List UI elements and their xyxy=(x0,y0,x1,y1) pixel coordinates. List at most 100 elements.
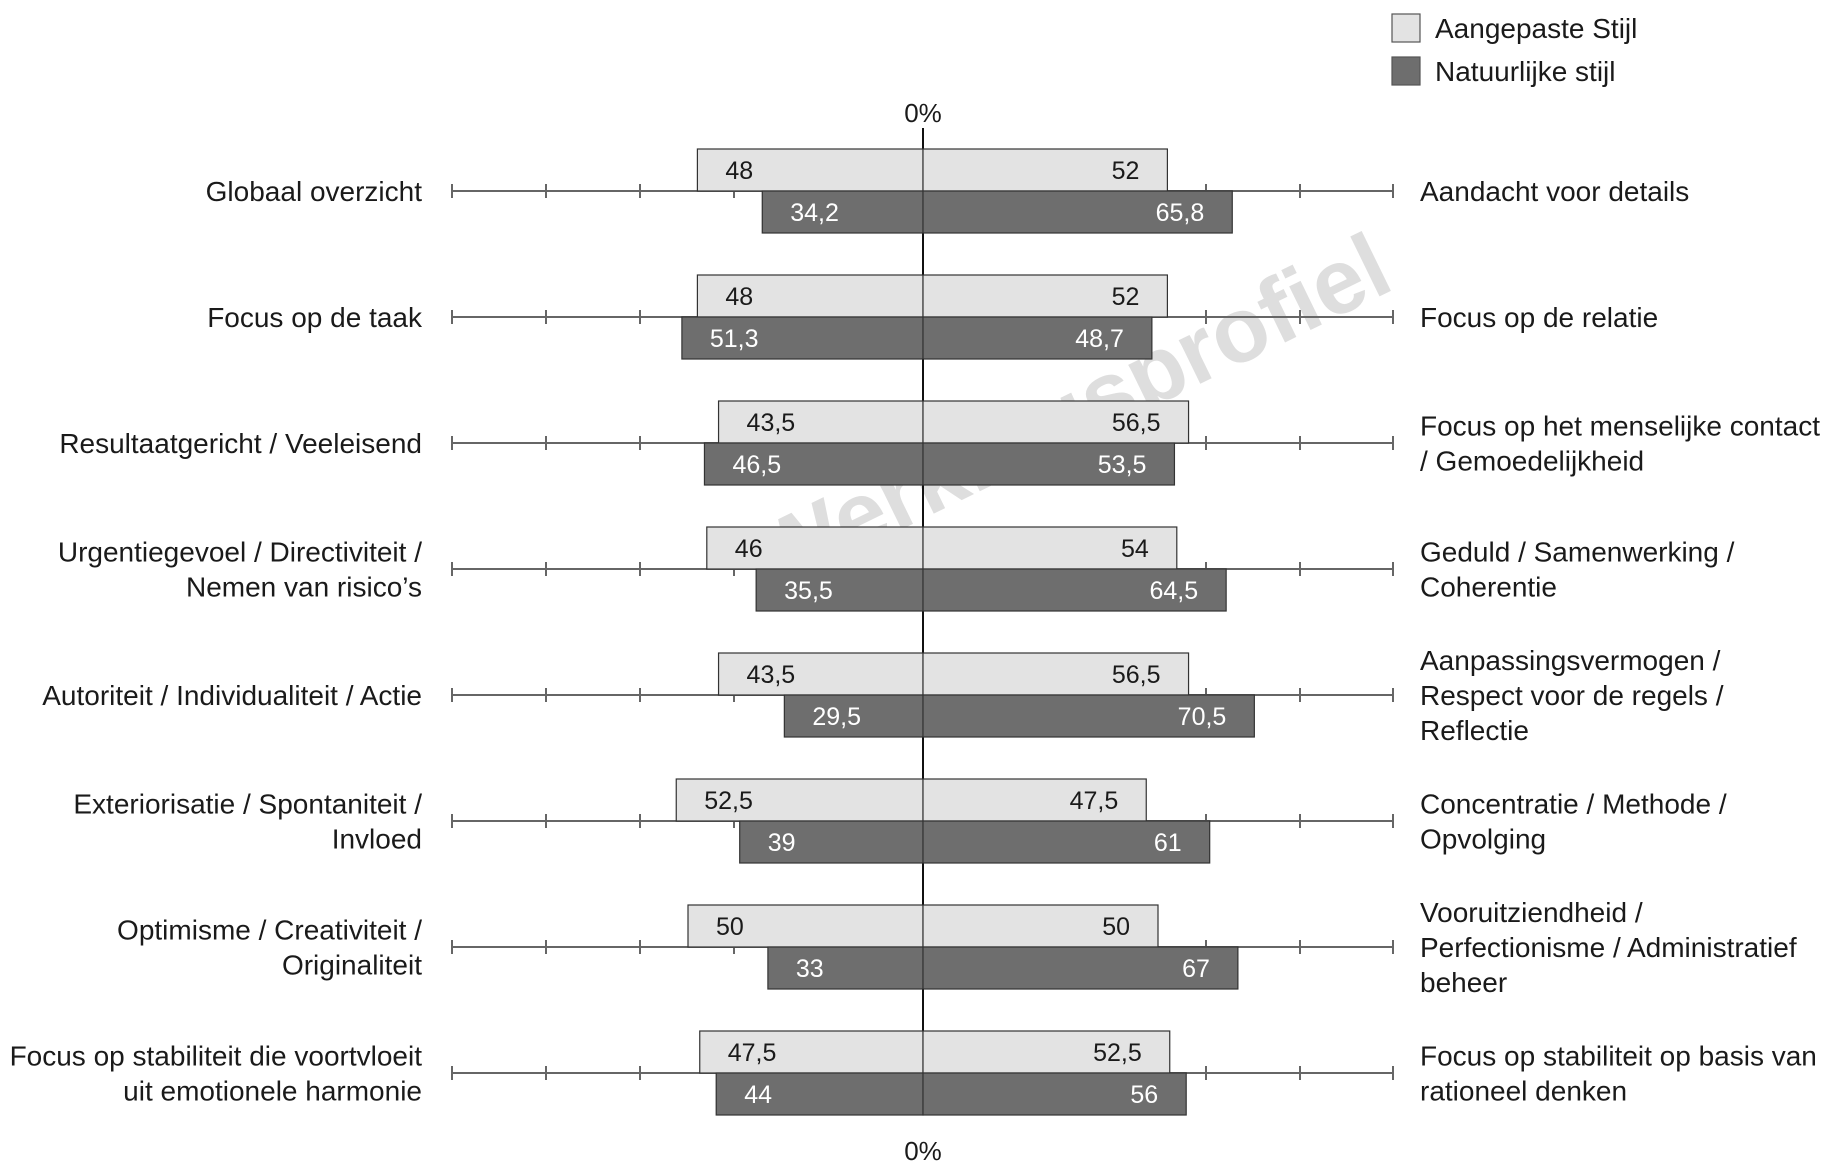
bar-aangepaste-right xyxy=(922,1030,1171,1074)
value-aangepaste-right: 54 xyxy=(1121,535,1149,563)
value-aangepaste-left: 48 xyxy=(725,157,753,185)
left-label-line: Autoriteit / Individualiteit / Actie xyxy=(42,680,422,711)
left-label-line: Exteriorisatie / Spontaniteit / xyxy=(73,789,422,820)
right-label-line: beheer xyxy=(1420,967,1507,998)
bar-natuurlijk-right xyxy=(922,694,1255,738)
value-natuurlijk-left: 34,2 xyxy=(790,199,839,227)
right-label-line: Focus op het menselijke contact xyxy=(1420,411,1820,442)
bar-aangepaste-right xyxy=(922,778,1147,822)
legend-swatch xyxy=(1391,56,1421,86)
value-aangepaste-right: 56,5 xyxy=(1112,409,1161,437)
row-labels-3: Resultaatgericht / Veeleisend Focus op h… xyxy=(59,411,1820,477)
value-natuurlijk-right: 53,5 xyxy=(1098,451,1147,479)
bar-natuurlijk-right xyxy=(922,190,1233,234)
right-label-line: / Gemoedelijkheid xyxy=(1420,446,1644,477)
right-label-line: Opvolging xyxy=(1420,824,1546,855)
row-labels-2: Focus op de taak Focus op de relatie xyxy=(207,302,1658,333)
right-label-line: Respect voor de regels / xyxy=(1420,680,1724,711)
left-label-line: Invloed xyxy=(332,824,422,855)
value-natuurlijk-right: 56 xyxy=(1130,1081,1158,1109)
left-label-line: Focus op de taak xyxy=(207,302,423,333)
legend-item-1: Aangepaste Stijl xyxy=(1391,13,1637,44)
row-labels-7: Optimisme / Creativiteit /Originaliteit … xyxy=(117,897,1797,998)
legend-label: Natuurlijke stijl xyxy=(1435,56,1616,87)
row-bars-4: 46 54 35,5 64,5 xyxy=(706,526,1227,612)
right-label-line: Coherentie xyxy=(1420,572,1557,603)
value-aangepaste-right: 50 xyxy=(1102,913,1130,941)
row-bars-2: 48 52 51,3 48,7 xyxy=(681,274,1168,360)
legend-label: Aangepaste Stijl xyxy=(1435,13,1637,44)
row-bars-3: 43,5 56,5 46,5 53,5 xyxy=(703,400,1190,486)
value-aangepaste-right: 52 xyxy=(1112,157,1140,185)
value-aangepaste-left: 48 xyxy=(725,283,753,311)
row-labels-8: Focus op stabiliteit die voortvloeit uit … xyxy=(10,1041,1817,1107)
bar-natuurlijk-left xyxy=(767,946,924,990)
bar-natuurlijk-left xyxy=(755,568,924,612)
right-label-line: Aandacht voor details xyxy=(1420,176,1689,207)
bar-natuurlijk-left xyxy=(681,316,924,360)
value-natuurlijk-left: 46,5 xyxy=(732,451,781,479)
left-label-line: Originaliteit xyxy=(282,950,422,981)
left-label-line: Focus op stabiliteit die voortvloeit xyxy=(10,1041,423,1072)
left-label-line: Optimisme / Creativiteit / xyxy=(117,915,422,946)
bar-aangepaste-left xyxy=(699,1030,924,1074)
right-label-line: Geduld / Samenwerking / xyxy=(1420,537,1735,568)
row-bars-1: 48 52 34,2 65,8 xyxy=(696,148,1233,234)
value-natuurlijk-right: 48,7 xyxy=(1075,325,1124,353)
bar-natuurlijk-right xyxy=(922,442,1176,486)
bar-aangepaste-left xyxy=(706,526,924,570)
value-natuurlijk-left: 51,3 xyxy=(710,325,759,353)
right-label-line: Vooruitziendheid / xyxy=(1420,897,1643,928)
bar-natuurlijk-left xyxy=(715,1072,924,1116)
right-label-line: Reflectie xyxy=(1420,715,1529,746)
right-label-line: Concentratie / Methode / xyxy=(1420,789,1727,820)
bar-aangepaste-left xyxy=(717,400,924,444)
bar-natuurlijk-right xyxy=(922,316,1153,360)
bar-natuurlijk-right xyxy=(922,1072,1187,1116)
value-natuurlijk-left: 29,5 xyxy=(812,703,861,731)
value-aangepaste-right: 56,5 xyxy=(1112,661,1161,689)
value-natuurlijk-left: 33 xyxy=(796,955,824,983)
left-label-line: uit emotionele harmonie xyxy=(123,1076,422,1107)
row-labels-5: Autoriteit / Individualiteit / Actie Aan… xyxy=(42,645,1723,746)
value-aangepaste-left: 50 xyxy=(716,913,744,941)
bar-natuurlijk-left xyxy=(739,820,924,864)
legend-item-2: Natuurlijke stijl xyxy=(1391,56,1616,87)
bar-natuurlijk-right xyxy=(922,820,1211,864)
value-natuurlijk-right: 65,8 xyxy=(1156,199,1205,227)
axis-label-bottom: 0% xyxy=(904,1136,942,1163)
bar-aangepaste-left xyxy=(696,274,924,318)
bar-aangepaste-right xyxy=(922,904,1159,948)
bar-aangepaste-right xyxy=(922,526,1178,570)
legend-swatch xyxy=(1391,13,1421,43)
value-natuurlijk-left: 35,5 xyxy=(784,577,833,605)
row-bars-6: 52,5 47,5 39 61 xyxy=(675,778,1211,864)
value-natuurlijk-right: 61 xyxy=(1154,829,1182,857)
row-bars-5: 43,5 56,5 29,5 70,5 xyxy=(717,652,1255,738)
right-label-line: Perfectionisme / Administratief xyxy=(1420,932,1797,963)
bar-natuurlijk-left xyxy=(783,694,924,738)
value-aangepaste-right: 47,5 xyxy=(1070,787,1119,815)
value-aangepaste-right: 52,5 xyxy=(1093,1039,1142,1067)
left-label-line: Nemen van risico’s xyxy=(186,572,422,603)
value-aangepaste-left: 46 xyxy=(735,535,763,563)
left-label-line: Resultaatgericht / Veeleisend xyxy=(59,428,422,459)
bar-natuurlijk-right xyxy=(922,946,1239,990)
bar-aangepaste-right xyxy=(922,274,1168,318)
value-natuurlijk-left: 39 xyxy=(768,829,796,857)
bar-natuurlijk-left xyxy=(703,442,924,486)
value-aangepaste-left: 52,5 xyxy=(704,787,753,815)
left-label-line: Globaal overzicht xyxy=(206,176,423,207)
bar-aangepaste-right xyxy=(922,400,1190,444)
value-natuurlijk-right: 64,5 xyxy=(1149,577,1198,605)
row-labels-1: Globaal overzicht Aandacht voor details xyxy=(206,176,1690,207)
row-labels-4: Urgentiegevoel / Directiviteit / Nemen va… xyxy=(58,537,1735,603)
bar-natuurlijk-left xyxy=(761,190,924,234)
bar-aangepaste-left xyxy=(696,148,924,192)
right-label-line: rationeel denken xyxy=(1420,1076,1627,1107)
row-bars-7: 50 50 33 67 xyxy=(687,904,1239,990)
axis-label-top: 0% xyxy=(904,98,942,128)
bar-aangepaste-right xyxy=(922,148,1168,192)
right-label-line: Focus op de relatie xyxy=(1420,302,1658,333)
